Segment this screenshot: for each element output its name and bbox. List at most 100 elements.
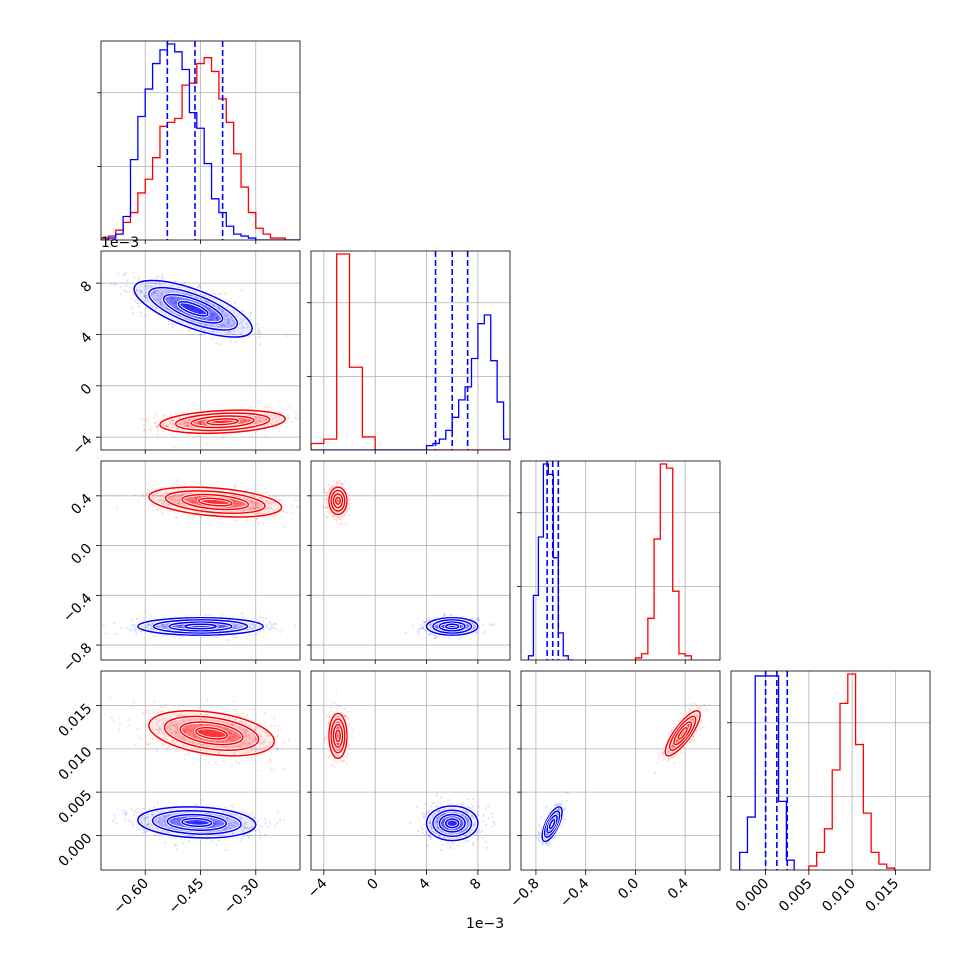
blue-contour: [445, 623, 460, 630]
panel-content: [101, 461, 300, 660]
y-tick-label: 0.005: [56, 787, 96, 827]
blue-contour: [137, 806, 257, 839]
y-tick-label: 0: [78, 381, 96, 399]
red-contour: [332, 723, 344, 748]
x-tick-label: 0.0: [615, 876, 642, 903]
y-tick-label: −4: [69, 432, 95, 458]
panel-frame: [310, 460, 511, 661]
x-tick-label: 0.015: [863, 876, 903, 916]
red-contour: [190, 415, 255, 429]
red-contour: [677, 726, 688, 740]
red-contour: [330, 489, 346, 512]
panel-3-3: [727, 670, 931, 871]
red-contour: [328, 486, 348, 516]
y-tick-label: 0.010: [56, 744, 96, 784]
panel-content: [101, 251, 300, 450]
x-tick-label: −4: [305, 875, 331, 901]
blue-histogram: [311, 314, 510, 450]
x-tick-label: 4: [416, 875, 434, 893]
y-tick-label: 4: [78, 329, 96, 347]
y-tick-label: 0.015: [56, 701, 96, 741]
red-contour: [330, 718, 346, 754]
blue-contour: [445, 818, 460, 829]
blue-density: [178, 301, 208, 316]
x-tick-label: −0.8: [507, 876, 542, 911]
red-contour: [179, 721, 244, 746]
red-contour: [163, 715, 260, 751]
blue-contour: [438, 813, 466, 833]
blue-histogram: [527, 463, 574, 660]
red-contour: [164, 490, 266, 514]
panel-1-0: [100, 250, 301, 454]
blue-contour: [548, 819, 556, 830]
x-tick-label: 8: [467, 876, 485, 894]
blue-contour: [546, 814, 558, 834]
y-tick-label: 0.4: [68, 491, 95, 518]
blue-contour: [432, 619, 473, 634]
red-contour: [181, 493, 250, 511]
x-tick-label: 0.010: [819, 876, 859, 916]
x-tick-label: −0.45: [166, 876, 208, 918]
blue-contour: [151, 809, 242, 835]
panel-frame: [520, 460, 721, 661]
panel-frame: [520, 670, 721, 871]
red-contour: [174, 412, 271, 432]
panel-2-1: [307, 460, 511, 664]
panel-3-1: [307, 670, 511, 871]
red-contour: [668, 715, 697, 751]
y-tick-label: 0.0: [68, 541, 95, 568]
blue-contour: [166, 813, 228, 831]
red-contour: [334, 729, 341, 743]
blue-contour: [168, 621, 233, 632]
x-tick-label: 0.005: [776, 876, 816, 916]
blue-contour: [181, 817, 213, 828]
blue-contour: [184, 623, 217, 630]
blue-contour: [152, 619, 249, 634]
red-contour: [148, 486, 283, 518]
panel-content: [101, 671, 300, 870]
red-density: [678, 727, 688, 739]
red-histogram: [634, 463, 693, 660]
panel-frame: [310, 670, 511, 871]
y-tick-label: −0.8: [60, 640, 95, 675]
panel-content: [311, 671, 510, 870]
red-histogram: [311, 253, 510, 450]
y-offset-label: 1e−3: [101, 235, 139, 251]
panel-3-0: [100, 670, 301, 871]
red-contour: [334, 496, 341, 505]
panel-frame: [730, 670, 931, 871]
panel-frame: [310, 250, 511, 451]
red-contour: [206, 418, 240, 426]
panel-1-1: [307, 250, 511, 454]
y-tick-label: −0.4: [60, 590, 95, 625]
red-contour: [197, 497, 233, 507]
blue-contour: [541, 806, 563, 843]
blue-contour: [425, 616, 479, 636]
panel-content: [521, 461, 720, 660]
panel-0-0: [97, 40, 301, 244]
panel-content: [311, 461, 510, 660]
blue-contour: [438, 621, 466, 632]
panel-2-2: [517, 460, 721, 664]
blue-histogram: [101, 43, 300, 240]
red-contour: [664, 710, 701, 757]
red-contour: [195, 726, 228, 740]
blue-contour: [162, 293, 224, 324]
panel-content: [311, 251, 510, 450]
x-tick-label: −0.30: [221, 876, 263, 918]
y-tick-label: 0.000: [56, 830, 96, 870]
panel-content: [731, 671, 930, 870]
blue-contour: [148, 286, 239, 331]
blue-contour: [177, 300, 209, 317]
x-tick-label: −0.60: [110, 876, 152, 918]
panel-content: [101, 41, 300, 240]
x-tick-label: 0.000: [733, 876, 773, 916]
blue-contour: [133, 279, 253, 338]
red-contour: [332, 493, 344, 509]
red-contour: [673, 721, 693, 746]
x-tick-label: −0.4: [557, 875, 592, 910]
y-tick-label: 8: [78, 278, 96, 296]
blue-contour: [137, 616, 264, 636]
x-offset-label: 1e−3: [466, 916, 504, 932]
